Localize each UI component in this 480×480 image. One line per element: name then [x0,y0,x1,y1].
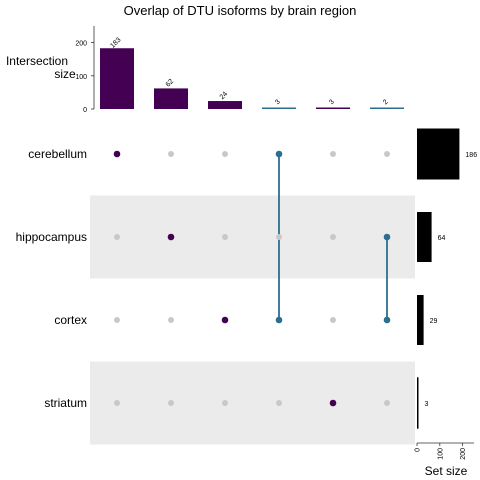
set-size-bars: 0 100 200 186 64 29 3 [415,128,477,460]
intersection-y-tick-label: 0 [83,107,87,114]
intersection-bar [316,107,350,109]
membership-dot-inactive [168,400,174,406]
intersection-axis-label-line2: size [54,67,76,81]
intersection-y-tick-label: 100 [75,74,87,81]
intersection-bar [100,48,134,109]
intersection-y-tick-label: 200 [75,41,87,48]
set-size-x-tick-label: 0 [415,448,422,452]
intersection-bar-label: 183 [109,37,122,50]
intersection-bar-label: 2 [382,99,390,107]
set-label-cortex: cortex [54,313,87,327]
set-label-hippocampus: hippocampus [16,230,87,244]
intersection-bar-label: 62 [165,78,176,89]
membership-dot-inactive [222,234,228,240]
intersection-axis-label-line1: Intersection [6,54,68,68]
chart-title: Overlap of DTU isoforms by brain region [124,3,357,18]
intersection-bars: 0 100 200 183 62 24 3 3 2 [75,26,404,114]
intersection-bar [262,107,296,109]
set-size-x-tick-label: 200 [460,448,467,460]
membership-dot-active [167,233,175,241]
matrix-stripes [90,195,415,445]
set-size-bar-label: 29 [430,318,438,325]
intersection-bar-label: 3 [274,99,282,107]
intersection-bar-label: 24 [219,91,230,102]
membership-dot-inactive [330,317,336,323]
membership-dot-inactive [114,234,120,240]
intersection-bar [370,107,404,109]
membership-dot-inactive [168,151,174,157]
membership-dot-inactive [330,151,336,157]
membership-dot-active [275,150,283,158]
matrix-row-stripe [90,361,415,445]
intersection-bar-label: 3 [328,99,336,107]
set-axis-label: Set size [425,464,468,478]
set-size-x-tick-label: 100 [437,448,444,460]
membership-dot-inactive [168,317,174,323]
membership-dot-inactive [276,234,282,240]
membership-dot-active [383,233,391,241]
membership-dot-active [329,399,337,407]
membership-dot-active [221,316,229,324]
membership-dot-active [113,150,121,158]
membership-dot-inactive [330,234,336,240]
matrix-row-stripe [90,195,415,279]
membership-dot-inactive [276,400,282,406]
intersection-bar [154,88,188,109]
membership-dot-inactive [384,151,390,157]
set-label-cerebellum: cerebellum [28,147,87,161]
membership-dot-inactive [222,151,228,157]
set-size-bar [417,212,432,262]
membership-dot-inactive [114,400,120,406]
membership-dot-active [275,316,283,324]
membership-dot-active [383,316,391,324]
set-size-bar [417,377,419,429]
set-size-bar-label: 3 [425,401,429,408]
set-size-bar-label: 64 [438,235,446,242]
set-label-striatum: striatum [44,396,87,410]
membership-matrix: cerebellum hippocampus cortex striatum [16,147,391,410]
set-size-bar [417,128,460,180]
set-size-bar-label: 186 [465,152,477,159]
intersection-bar [208,101,242,109]
membership-dot-inactive [222,400,228,406]
set-size-bar [417,295,424,345]
membership-dot-inactive [114,317,120,323]
membership-dot-inactive [384,400,390,406]
